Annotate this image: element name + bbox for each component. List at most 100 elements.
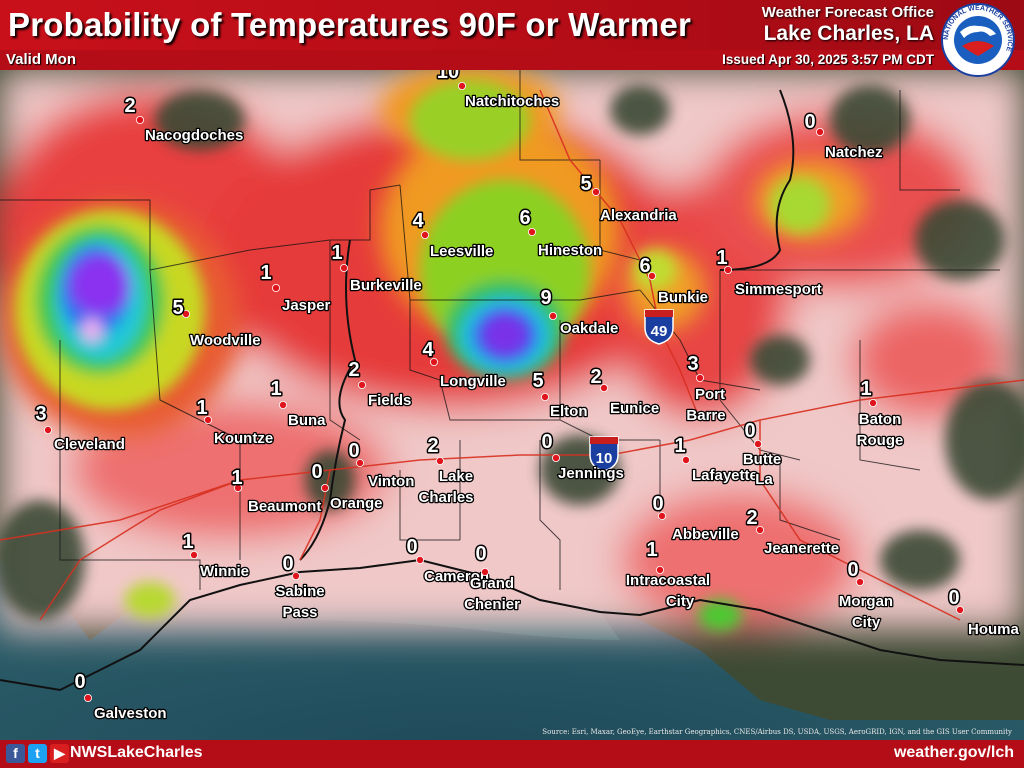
city-dot xyxy=(724,265,733,274)
city-name: Kountze xyxy=(214,430,273,447)
city-morgan-city: 0 Morgan City xyxy=(838,558,895,633)
city-markers: 10Natchitoches2Nacogdoches0Natchez5Alexa… xyxy=(34,60,1021,768)
city-name: Burkeville xyxy=(350,277,422,294)
city-dot xyxy=(135,116,144,125)
website-link[interactable]: weather.gov/lch xyxy=(893,744,1014,761)
city-dot xyxy=(435,456,444,465)
city-dot xyxy=(181,309,190,318)
probability-value: 3 xyxy=(687,353,698,375)
city-port-barre: 3 Port Barre xyxy=(685,352,727,426)
city-lafayette: 1 Lafayette xyxy=(673,434,759,486)
probability-value: 2 xyxy=(124,95,135,117)
city-name: Houma xyxy=(968,621,1019,638)
city-beaumont: 1 Beaumont xyxy=(230,466,323,517)
city-dot xyxy=(956,606,965,615)
interstate-49-shield: 49 xyxy=(644,309,674,345)
city-name: Jasper xyxy=(282,297,331,314)
city-name: Oakdale xyxy=(560,320,618,337)
footer-bar xyxy=(0,740,1024,768)
city-eunice: 2 Eunice xyxy=(589,365,661,419)
source-credit: Source: Esri, Maxar, GeoEye, Earthstar G… xyxy=(542,728,1012,736)
city-dot xyxy=(320,483,329,492)
city-name: Intracoastal City xyxy=(626,572,710,610)
city-name: Jeanerette xyxy=(764,540,839,557)
city-galveston: 0 Galveston xyxy=(73,670,168,724)
city-name: Hineston xyxy=(538,242,602,259)
city-orange: 0 Orange xyxy=(310,460,384,514)
city-dot xyxy=(528,227,537,236)
city-winnie: 1 Winnie xyxy=(181,530,250,582)
city-name: Alexandria xyxy=(600,207,677,224)
coastline xyxy=(0,558,1024,692)
probability-value: 9 xyxy=(540,287,551,309)
probability-value: 4 xyxy=(422,339,434,361)
twitter-icon[interactable]: t xyxy=(28,744,47,763)
city-name: Beaumont xyxy=(248,498,321,515)
city-cameron: 0 Cameron xyxy=(405,535,490,587)
city-name: Fields xyxy=(368,392,411,409)
city-name: Vinton xyxy=(368,473,414,490)
city-name: Orange xyxy=(330,495,383,512)
probability-value: 2 xyxy=(348,359,359,381)
city-alexandria: 5 Alexandria xyxy=(579,172,679,226)
probability-value: 1 xyxy=(182,531,193,553)
office-line2: Lake Charles, LA xyxy=(763,22,934,45)
probability-value: 0 xyxy=(348,440,359,462)
office-block: Weather Forecast Office Lake Charles, LA xyxy=(762,4,934,46)
city-name: Lake Charles xyxy=(418,468,473,506)
city-name: Elton xyxy=(550,403,588,420)
social-handle[interactable]: NWSLakeCharles xyxy=(70,744,203,761)
city-dot xyxy=(549,311,558,320)
city-buna: 1 Buna xyxy=(269,377,328,431)
svg-text:49: 49 xyxy=(651,323,668,340)
interstate-10-shield: 10 xyxy=(589,436,619,472)
city-dot xyxy=(552,453,561,462)
probability-value: 0 xyxy=(406,536,417,558)
probability-value: 1 xyxy=(196,397,207,419)
city-longville: 4 Longville xyxy=(421,338,507,392)
city-dot xyxy=(291,572,300,581)
map-title: Probability of Temperatures 90F or Warme… xyxy=(8,6,692,43)
probability-value: 1 xyxy=(716,247,727,269)
city-dot xyxy=(648,271,657,280)
city-houma: 0 Houma xyxy=(947,586,1021,640)
city-dot xyxy=(682,455,691,464)
city-dot xyxy=(278,400,287,409)
city-dot xyxy=(271,283,280,292)
city-name: Cameron xyxy=(424,568,489,585)
city-name: Nacogdoches xyxy=(145,127,243,144)
city-dot xyxy=(44,425,53,434)
city-dot xyxy=(189,551,198,560)
nws-logo[interactable]: NATIONAL WEATHER SERVICE xyxy=(940,2,1016,78)
facebook-icon[interactable]: f xyxy=(6,744,25,763)
city-name: Leesville xyxy=(430,243,493,260)
city-name: Abbeville xyxy=(672,526,739,543)
valid-period: Valid Mon xyxy=(6,51,77,68)
city-name: Galveston xyxy=(94,705,167,722)
probability-value: 2 xyxy=(590,366,601,388)
city-vinton: 0 Vinton xyxy=(347,439,416,492)
city-grand-chenier: 0 Grand Chenier xyxy=(463,542,522,615)
probability-value: 2 xyxy=(427,435,438,457)
youtube-icon[interactable]: ▶ xyxy=(50,744,69,763)
probability-value: 0 xyxy=(652,493,663,515)
city-name: Morgan City xyxy=(839,593,893,631)
probability-value: 1 xyxy=(270,378,281,400)
city-kountze: 1 Kountze xyxy=(195,396,275,449)
city-dot xyxy=(656,566,665,575)
issued-time: Issued Apr 30, 2025 3:57 PM CDT xyxy=(722,52,934,67)
city-name: Cleveland xyxy=(54,436,125,453)
probability-value: 0 xyxy=(948,587,959,609)
city-name: Longville xyxy=(440,373,506,390)
city-elton: 5 Elton xyxy=(531,369,589,422)
city-hineston: 6 Hineston xyxy=(518,206,604,261)
city-dot xyxy=(856,578,865,587)
city-leesville: 4 Leesville xyxy=(411,209,495,262)
probability-value: 0 xyxy=(282,553,293,575)
city-dot xyxy=(816,127,825,136)
highways xyxy=(0,89,1024,621)
city-abbeville: 0 Abbeville xyxy=(651,492,740,545)
city-dot xyxy=(203,415,212,424)
city-woodville: 5 Woodville xyxy=(171,296,262,351)
probability-value: 1 xyxy=(331,242,342,264)
